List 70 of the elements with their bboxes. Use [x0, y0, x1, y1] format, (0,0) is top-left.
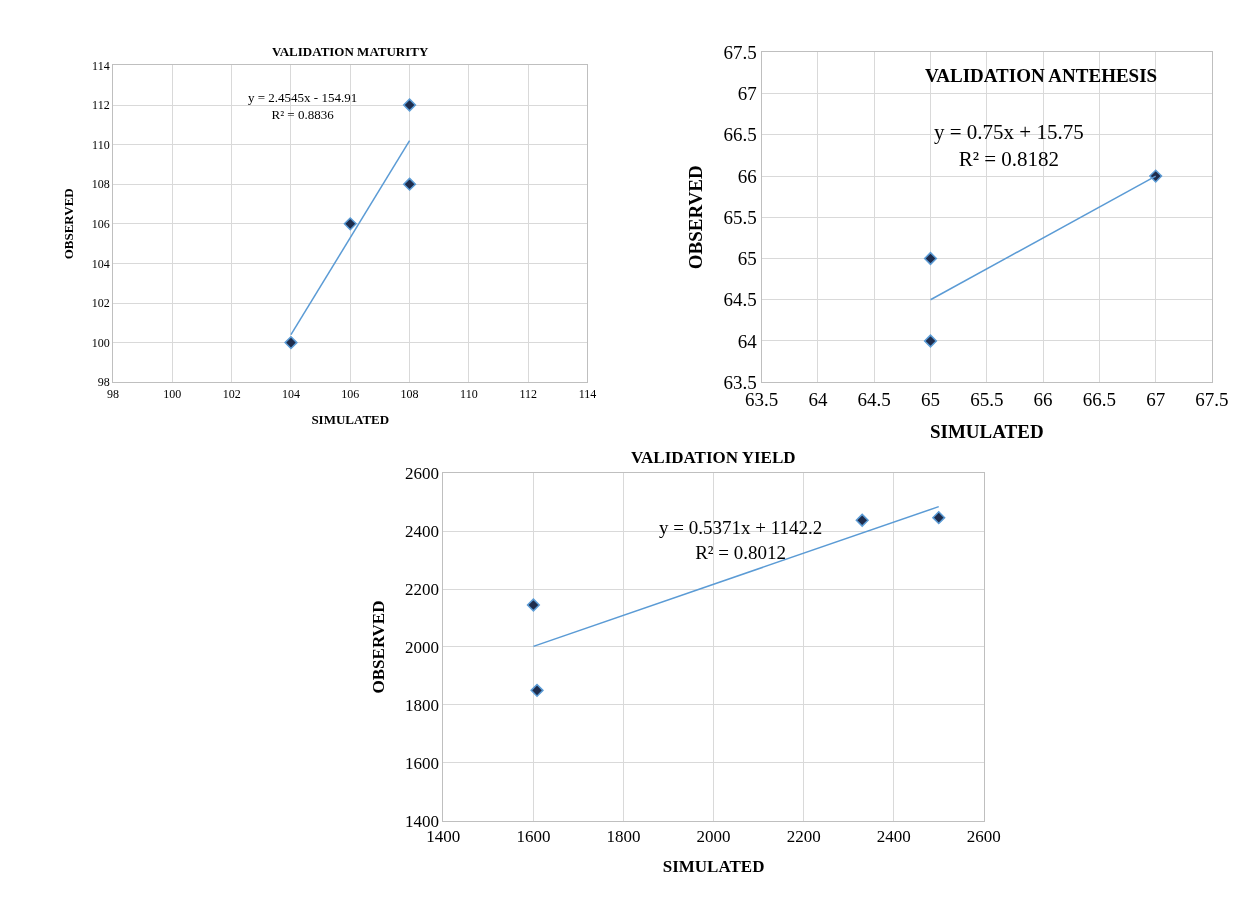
y-tick-label: 112	[92, 98, 110, 113]
y-tick-label: 104	[91, 256, 110, 271]
point	[284, 336, 298, 350]
text: VALIDATION ANTEHESIS	[925, 65, 1158, 86]
y-tick-label: 67	[737, 83, 757, 105]
annotation: R² = 0.8182	[958, 147, 1060, 172]
y-axis-title: OBSERVED	[60, 188, 76, 260]
y-tick-label: 108	[91, 177, 110, 192]
annotation: y = 2.4545x - 154.91	[248, 90, 358, 105]
y-tick-label: 1600	[404, 753, 439, 773]
x-tick-label: 106	[341, 386, 360, 401]
x-tick-label: 100	[163, 386, 182, 401]
chart-title: VALIDATION MATURITY	[272, 44, 429, 59]
x-tick-label: 2000	[696, 826, 731, 846]
x-tick-label: 67.5	[1195, 389, 1229, 411]
y-tick-label: 66.5	[723, 124, 757, 146]
y-tick-label: 114	[92, 58, 110, 73]
x-axis-title: SIMULATED	[929, 420, 1044, 442]
y-tick-label: 64	[737, 330, 758, 352]
y-tick-label: 2200	[404, 580, 439, 600]
y-tick-label: 64.5	[723, 289, 757, 311]
point	[932, 511, 946, 525]
x-tick-label: 64	[808, 389, 828, 411]
y-axis-title: OBSERVED	[369, 600, 389, 694]
point	[402, 177, 417, 191]
x-tick-label: 64.5	[857, 389, 891, 411]
point	[923, 334, 938, 348]
y-tick-label: 66	[737, 165, 757, 187]
x-tick-label: 104	[281, 386, 300, 401]
x-tick-label: 102	[222, 386, 241, 401]
y-tick-label: 2400	[404, 522, 439, 542]
y-tick-label: 2000	[404, 637, 439, 657]
x-tick-label: 1800	[606, 826, 641, 846]
annotation: R² = 0.8012	[695, 541, 787, 563]
point	[855, 513, 869, 527]
point	[343, 217, 357, 231]
x-tick-label: 114	[578, 386, 597, 401]
y-tick-label: 102	[91, 296, 110, 311]
x-tick-label: 65.5	[970, 389, 1004, 411]
x-tick-label: 98	[107, 386, 120, 401]
y-tick-label: 65	[737, 248, 757, 270]
y-tick-label: 65.5	[723, 206, 757, 228]
y-tick-label: 2600	[404, 464, 439, 484]
annotation: R² = 0.8836	[271, 106, 335, 122]
x-axis-title: SIMULATED	[662, 857, 765, 877]
y-tick-label: 110	[92, 137, 110, 152]
y-tick-label: 98	[97, 375, 110, 390]
y-tick-label: 1800	[404, 695, 439, 715]
x-tick-label: 66.5	[1082, 389, 1117, 411]
annotation: y = 0.75x + 15.75	[934, 120, 1084, 144]
chart-title: VALIDATION YIELD	[631, 448, 796, 467]
x-tick-label: 67	[1146, 389, 1166, 411]
point	[526, 598, 541, 612]
x-tick-label: 112	[519, 386, 537, 401]
x-tick-label: 2600	[966, 826, 1001, 846]
y-tick-label: 106	[91, 217, 110, 232]
y-tick-label: 100	[91, 335, 110, 350]
point	[530, 683, 544, 697]
x-tick-label: 1600	[516, 826, 551, 846]
point	[923, 251, 938, 266]
x-tick-label: 110	[460, 386, 478, 401]
x-tick-label: 2400	[876, 826, 911, 846]
point	[402, 98, 417, 112]
x-tick-label: 65	[921, 389, 940, 411]
y-tick-label: 67.5	[723, 42, 757, 64]
annotation: y = 0.5371x + 1142.2	[659, 517, 823, 538]
y-axis-title: OBSERVED	[685, 165, 707, 270]
x-tick-label: 66	[1033, 389, 1053, 411]
x-tick-label: 2200	[786, 826, 821, 846]
x-axis-title: SIMULATED	[311, 412, 390, 428]
